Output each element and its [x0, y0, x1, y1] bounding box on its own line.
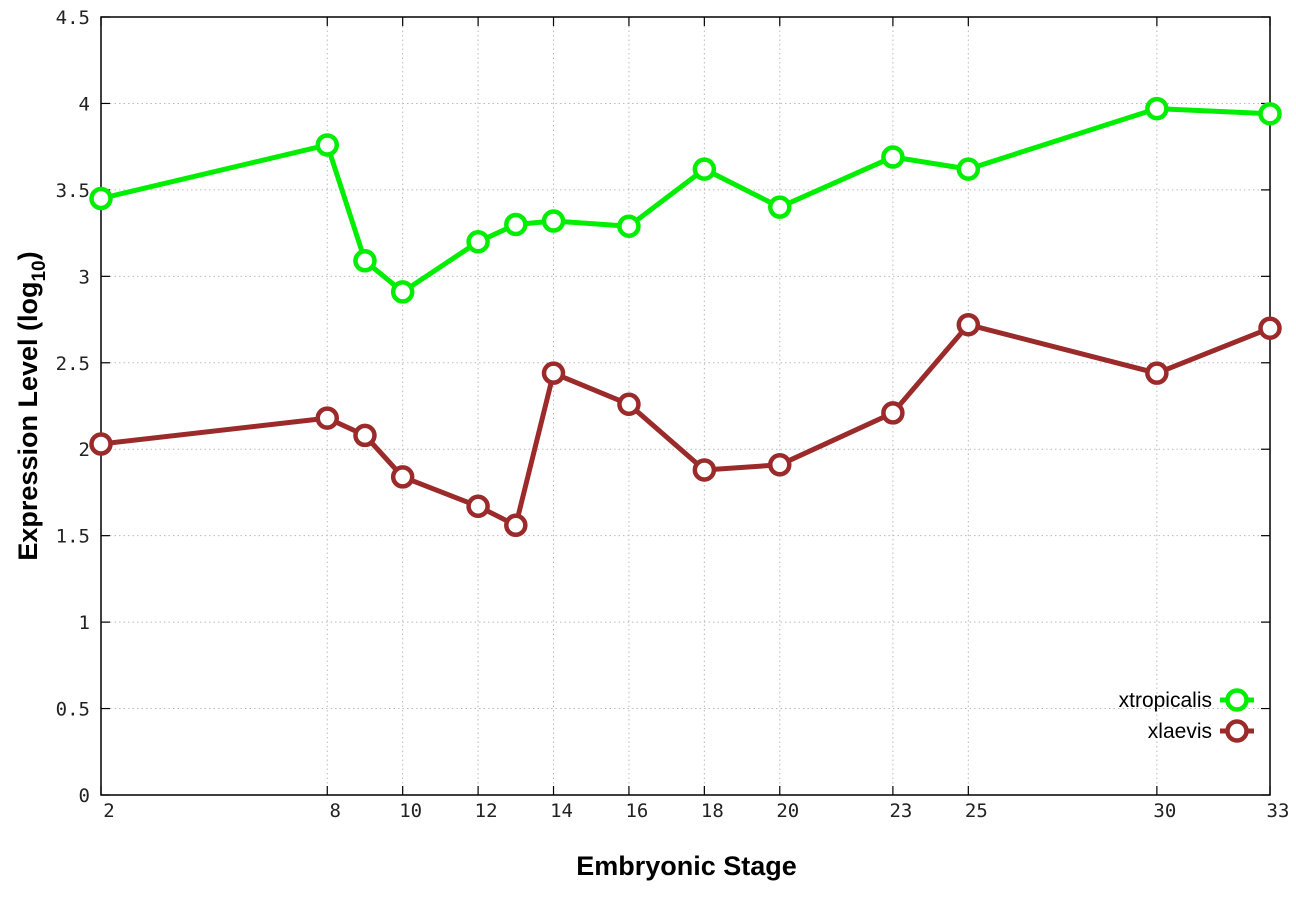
legend-marker-xlaevis [1225, 719, 1249, 743]
data-point-xlaevis [1145, 361, 1169, 385]
y-tick-label: 1 [79, 612, 90, 634]
plot-area-border [100, 16, 1271, 796]
legend-entry-xtropicalis: xtropicalis [1119, 688, 1254, 712]
y-tick-label: 2 [79, 439, 90, 461]
legend-entry-xlaevis: xlaevis [1148, 719, 1254, 743]
axis-ticks: 2 8 10 12 14 16 18 20 23 25 30 33 0 0.5 1 1.5 2 2.5 3 3.5 4 4… [56, 7, 1290, 822]
data-point-xlaevis [390, 465, 415, 489]
x-tick-label: 16 [625, 800, 648, 822]
x-tick-label: 2 [103, 800, 114, 822]
data-point-xtropicalis [466, 230, 490, 254]
y-tick-label: 2.5 [56, 353, 90, 375]
y-axis-title: Expression Level (log10) [13, 251, 50, 560]
data-point-xlaevis [1258, 316, 1282, 340]
series-xlaevis [89, 312, 1282, 538]
y-tick-label: 4 [79, 93, 90, 115]
legend: xtropicalis xlaevis [1119, 688, 1254, 743]
legend-marker-xtropicalis [1225, 688, 1249, 712]
y-tick-label: 1.5 [56, 526, 90, 548]
x-tick-label: 33 [1267, 800, 1290, 822]
data-point-xtropicalis [768, 195, 792, 219]
data-point-xlaevis [89, 432, 113, 456]
data-point-xlaevis [353, 423, 377, 448]
data-point-xlaevis [956, 312, 981, 337]
data-point-xlaevis [692, 458, 717, 482]
series-xtropicalis [89, 96, 1282, 304]
x-tick-label: 20 [776, 800, 799, 822]
x-tick-label: 12 [475, 800, 498, 822]
data-point-xtropicalis [89, 186, 113, 211]
x-tick-label: 30 [1153, 800, 1176, 822]
data-point-xtropicalis [504, 212, 528, 237]
data-point-xtropicalis [956, 157, 981, 181]
legend-label-xlaevis: xlaevis [1148, 720, 1212, 743]
series-line-xlaevis [98, 322, 1273, 528]
y-tick-label: 3 [79, 266, 90, 288]
y-tick-label: 0 [79, 785, 90, 807]
data-point-xlaevis [466, 494, 490, 519]
y-tick-label: 3.5 [56, 180, 90, 202]
y-axis-title-main: Expression Level (log [13, 282, 43, 561]
y-axis-title-close: ) [13, 251, 43, 260]
x-tick-label: 25 [965, 800, 988, 822]
data-point-xlaevis [504, 513, 528, 538]
y-tick-label: 0.5 [56, 699, 90, 721]
x-tick-label: 23 [889, 800, 912, 822]
data-point-xtropicalis [692, 157, 717, 181]
data-point-xtropicalis [353, 249, 377, 273]
data-point-xtropicalis [617, 214, 641, 238]
legend-label-xtropicalis: xtropicalis [1119, 689, 1212, 712]
data-point-xlaevis [315, 406, 340, 430]
data-point-xtropicalis [541, 209, 566, 233]
data-point-xlaevis [881, 401, 905, 425]
data-point-xtropicalis [315, 133, 340, 157]
x-tick-label: 10 [399, 800, 422, 822]
series-line-xtropicalis [98, 106, 1273, 295]
x-axis-title: Embryonic Stage [576, 851, 797, 881]
y-axis-title-subscript: 10 [29, 260, 50, 281]
data-point-xtropicalis [881, 145, 905, 169]
grid-lines [101, 17, 1270, 795]
data-point-xlaevis [617, 392, 641, 417]
x-tick-label: 8 [330, 800, 341, 822]
data-point-xtropicalis [390, 280, 415, 304]
data-series [89, 96, 1282, 538]
x-tick-label: 18 [701, 800, 724, 822]
data-point-xtropicalis [1145, 96, 1169, 121]
x-tick-label: 14 [550, 800, 573, 822]
data-point-xtropicalis [1258, 102, 1282, 126]
y-tick-label: 4.5 [56, 7, 90, 29]
data-point-xlaevis [768, 453, 792, 477]
data-point-xlaevis [541, 361, 566, 385]
